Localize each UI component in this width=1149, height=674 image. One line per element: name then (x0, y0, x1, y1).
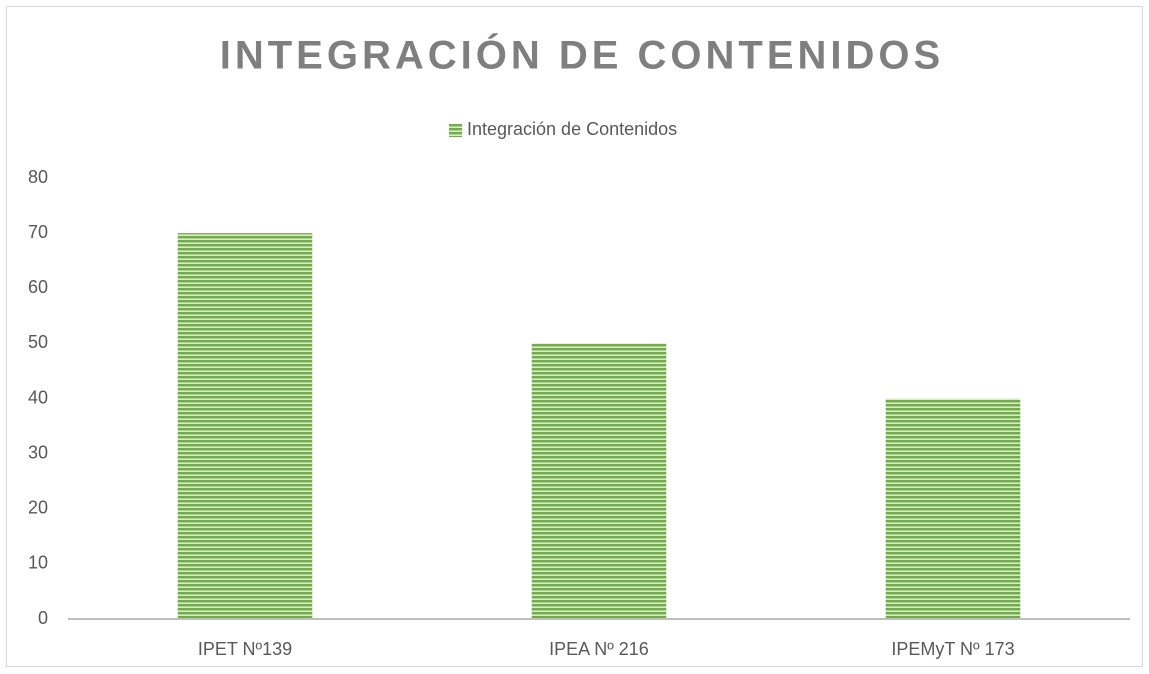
bar (177, 233, 313, 619)
y-tick-label: 80 (28, 167, 48, 187)
chart-title: INTEGRACIÓN DE CONTENIDOS (220, 32, 944, 78)
x-tick-label: IPEA Nº 216 (549, 639, 649, 659)
y-tick-label: 0 (38, 608, 48, 628)
x-tick-label: IPEMyT Nº 173 (891, 639, 1014, 659)
bar (531, 343, 667, 619)
y-tick-label: 40 (28, 387, 48, 407)
y-tick-label: 20 (28, 498, 48, 518)
y-tick-label: 70 (28, 222, 48, 242)
y-tick-label: 30 (28, 442, 48, 462)
legend-swatch (449, 124, 462, 137)
x-tick-label: IPET Nº139 (198, 639, 292, 659)
y-tick-label: 10 (28, 553, 48, 573)
y-tick-label: 60 (28, 277, 48, 297)
bar (885, 398, 1021, 619)
legend-label: Integración de Contenidos (467, 119, 677, 139)
y-tick-label: 50 (28, 332, 48, 352)
